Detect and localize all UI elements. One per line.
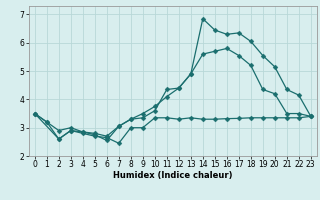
X-axis label: Humidex (Indice chaleur): Humidex (Indice chaleur) [113, 171, 233, 180]
